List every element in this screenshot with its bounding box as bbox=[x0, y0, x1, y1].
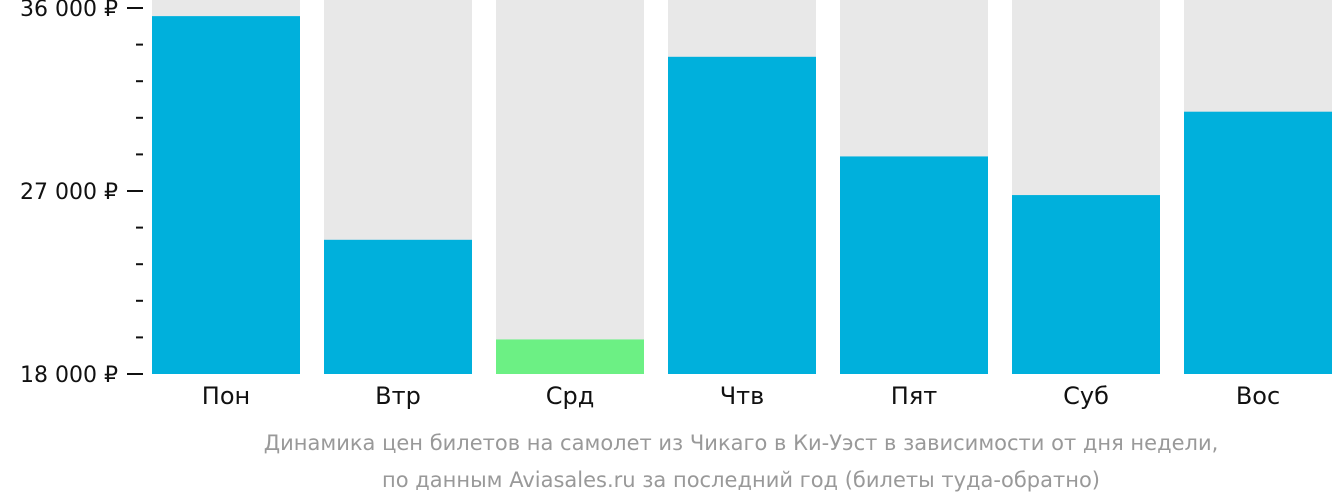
x-tick-label: Втр bbox=[375, 382, 421, 410]
x-axis-labels: Пон Втр Срд Чтв Пят Суб Вос bbox=[202, 382, 1280, 410]
y-tick-label: 36 000 ₽ bbox=[20, 0, 118, 22]
chart-caption-line-1: Динамика цен билетов на самолет из Чикаг… bbox=[263, 431, 1219, 455]
x-tick-label: Чтв bbox=[720, 382, 765, 410]
chart-caption-line-2: по данным Aviasales.ru за последний год … bbox=[382, 468, 1100, 492]
bar-3[interactable] bbox=[496, 339, 644, 374]
y-tick-label: 27 000 ₽ bbox=[20, 180, 118, 205]
column-background bbox=[496, 0, 644, 374]
x-tick-label: Пон bbox=[202, 382, 250, 410]
y-axis: 18 000 ₽ 27 000 ₽ 36 000 ₽ bbox=[20, 0, 143, 388]
x-tick-label: Пят bbox=[891, 382, 937, 410]
bar-6[interactable] bbox=[1012, 195, 1160, 374]
bar-2[interactable] bbox=[324, 239, 472, 374]
bar-4[interactable] bbox=[668, 56, 816, 375]
columns-layer bbox=[152, 0, 1332, 375]
x-tick-label: Суб bbox=[1063, 382, 1109, 410]
y-tick-label: 18 000 ₽ bbox=[20, 363, 118, 388]
bar-7[interactable] bbox=[1184, 111, 1332, 374]
bar-1[interactable] bbox=[152, 16, 300, 375]
x-tick-label: Срд bbox=[546, 382, 595, 410]
x-tick-label: Вос bbox=[1236, 382, 1280, 410]
bar-5[interactable] bbox=[840, 156, 988, 374]
